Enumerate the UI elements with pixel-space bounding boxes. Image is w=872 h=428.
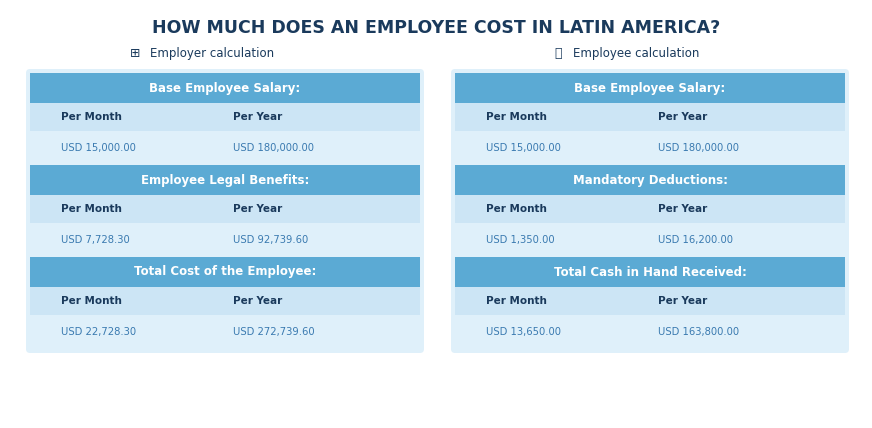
Text: Per Year: Per Year: [657, 204, 707, 214]
Text: Per Month: Per Month: [61, 296, 122, 306]
Bar: [455, 287, 845, 315]
Text: Per Month: Per Month: [487, 296, 547, 306]
Text: Employee Legal Benefits:: Employee Legal Benefits:: [140, 173, 310, 187]
Text: Base Employee Salary:: Base Employee Salary:: [575, 81, 726, 95]
Text: USD 7,728.30: USD 7,728.30: [61, 235, 130, 245]
Bar: [30, 195, 420, 223]
FancyBboxPatch shape: [451, 69, 849, 353]
Text: USD 92,739.60: USD 92,739.60: [233, 235, 308, 245]
Text: USD 163,800.00: USD 163,800.00: [657, 327, 739, 337]
Text: USD 22,728.30: USD 22,728.30: [61, 327, 136, 337]
Text: HOW MUCH DOES AN EMPLOYEE COST IN LATIN AMERICA?: HOW MUCH DOES AN EMPLOYEE COST IN LATIN …: [152, 19, 720, 37]
Bar: [30, 287, 420, 315]
Bar: [30, 131, 420, 165]
Text: USD 180,000.00: USD 180,000.00: [657, 143, 739, 153]
Bar: [455, 131, 845, 165]
Bar: [30, 165, 420, 195]
Text: 👤: 👤: [555, 47, 562, 59]
Text: Per Year: Per Year: [233, 296, 282, 306]
Text: Per Month: Per Month: [61, 204, 122, 214]
Bar: [30, 257, 420, 287]
Text: Per Month: Per Month: [487, 204, 547, 214]
Text: ⊞: ⊞: [130, 47, 140, 59]
Text: Per Year: Per Year: [233, 112, 282, 122]
Text: Per Month: Per Month: [487, 112, 547, 122]
Text: Employee calculation: Employee calculation: [573, 47, 699, 59]
Text: Total Cost of the Employee:: Total Cost of the Employee:: [133, 265, 317, 279]
Text: USD 180,000.00: USD 180,000.00: [233, 143, 314, 153]
Bar: [30, 73, 420, 103]
Text: Per Year: Per Year: [233, 204, 282, 214]
Bar: [455, 315, 845, 349]
Text: Per Year: Per Year: [657, 112, 707, 122]
Bar: [455, 257, 845, 287]
Bar: [455, 195, 845, 223]
Text: Employer calculation: Employer calculation: [150, 47, 274, 59]
Bar: [455, 73, 845, 103]
Bar: [30, 223, 420, 257]
FancyBboxPatch shape: [26, 69, 424, 353]
Text: USD 15,000.00: USD 15,000.00: [487, 143, 561, 153]
Text: Base Employee Salary:: Base Employee Salary:: [149, 81, 301, 95]
Text: Per Year: Per Year: [657, 296, 707, 306]
Bar: [30, 103, 420, 131]
Text: USD 272,739.60: USD 272,739.60: [233, 327, 315, 337]
Bar: [455, 103, 845, 131]
Text: Per Month: Per Month: [61, 112, 122, 122]
Text: USD 16,200.00: USD 16,200.00: [657, 235, 732, 245]
Bar: [30, 315, 420, 349]
Text: USD 13,650.00: USD 13,650.00: [487, 327, 562, 337]
Bar: [455, 223, 845, 257]
Text: USD 15,000.00: USD 15,000.00: [61, 143, 136, 153]
Text: USD 1,350.00: USD 1,350.00: [487, 235, 555, 245]
Text: Total Cash in Hand Received:: Total Cash in Hand Received:: [554, 265, 746, 279]
Bar: [455, 165, 845, 195]
Text: Mandatory Deductions:: Mandatory Deductions:: [573, 173, 727, 187]
